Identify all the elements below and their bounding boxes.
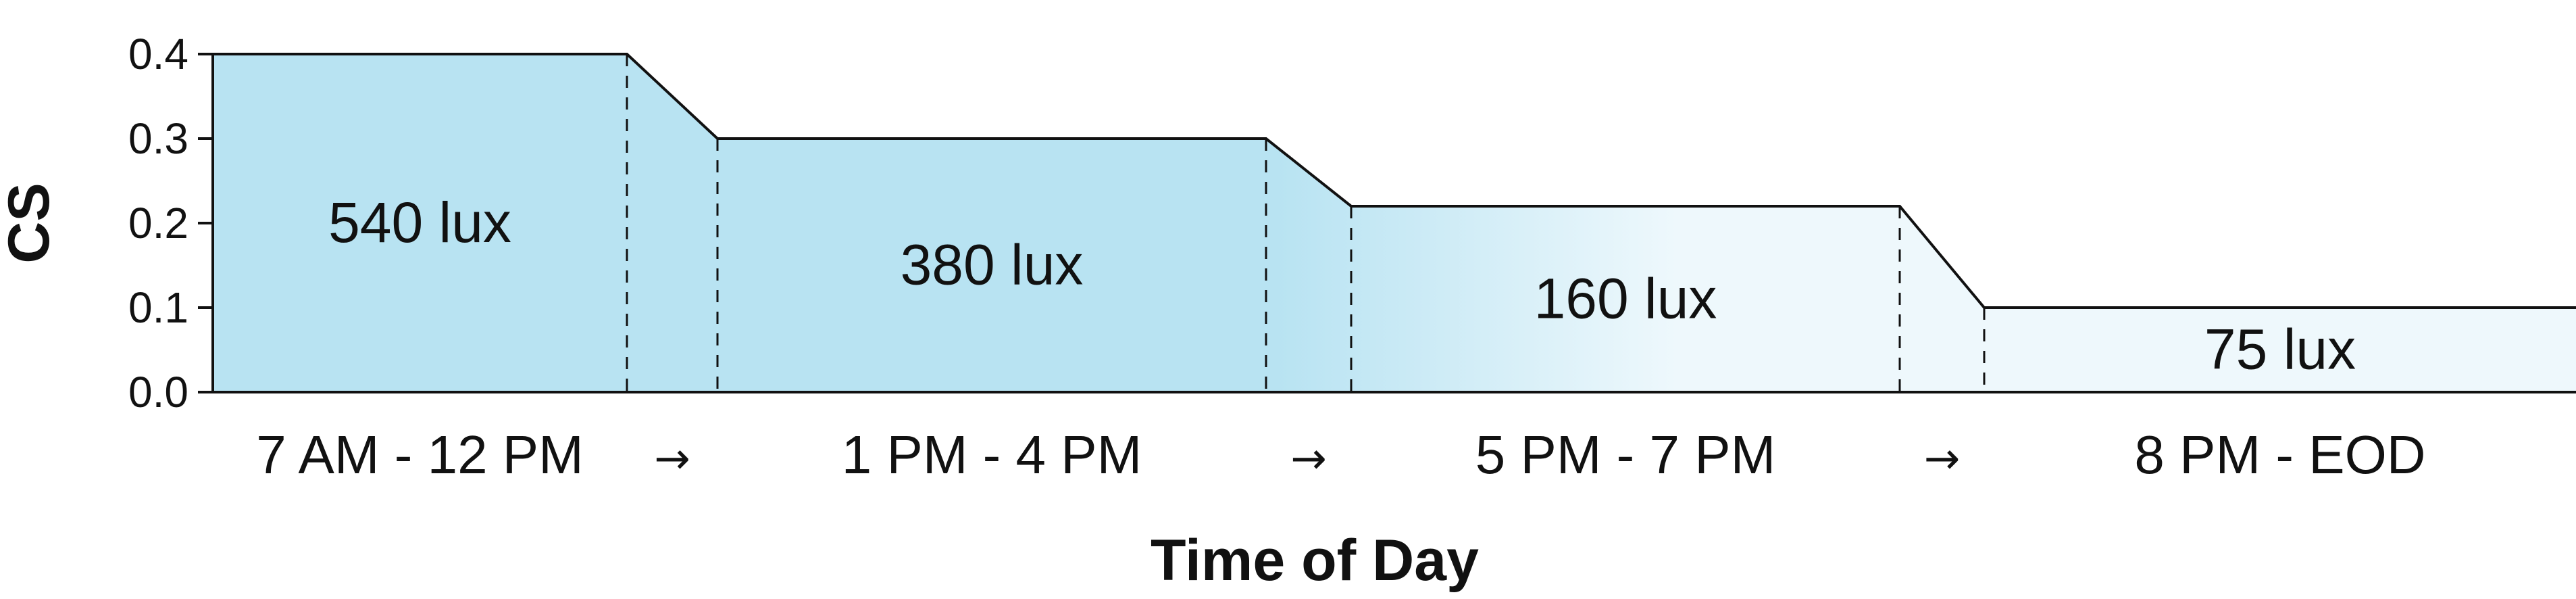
y-axis-ticks: 0.0 0.1 0.2 0.3 0.4 — [128, 30, 213, 416]
y-tick-label: 0.0 — [128, 368, 188, 416]
lux-label: 160 lux — [1534, 267, 1717, 331]
lux-label: 540 lux — [328, 191, 511, 254]
period-label: 7 AM - 12 PM — [256, 425, 584, 485]
cs-area-outline — [213, 53, 2576, 309]
y-axis-title: CS — [0, 183, 61, 263]
y-tick-label: 0.2 — [128, 199, 188, 247]
lux-label: 75 lux — [2204, 318, 2356, 381]
period-label: 1 PM - 4 PM — [842, 425, 1142, 485]
segment-labels: 540 lux 7 AM - 12 PM → 380 lux 1 PM - 4 PM → 1… — [256, 191, 2425, 485]
transition-dividers — [626, 54, 1986, 392]
period-label: 8 PM - EOD — [2134, 425, 2425, 485]
transition-arrow: → — [1290, 434, 1327, 484]
lux-label: 380 lux — [901, 233, 1084, 297]
y-tick-label: 0.1 — [128, 283, 188, 332]
period-label: 5 PM - 7 PM — [1475, 425, 1776, 485]
x-axis-title: Time of Day — [1151, 528, 1479, 593]
transition-arrow: → — [654, 434, 690, 484]
y-tick-label: 0.3 — [128, 114, 188, 163]
transition-arrow: → — [1924, 434, 1961, 484]
y-tick-label: 0.4 — [128, 30, 188, 78]
